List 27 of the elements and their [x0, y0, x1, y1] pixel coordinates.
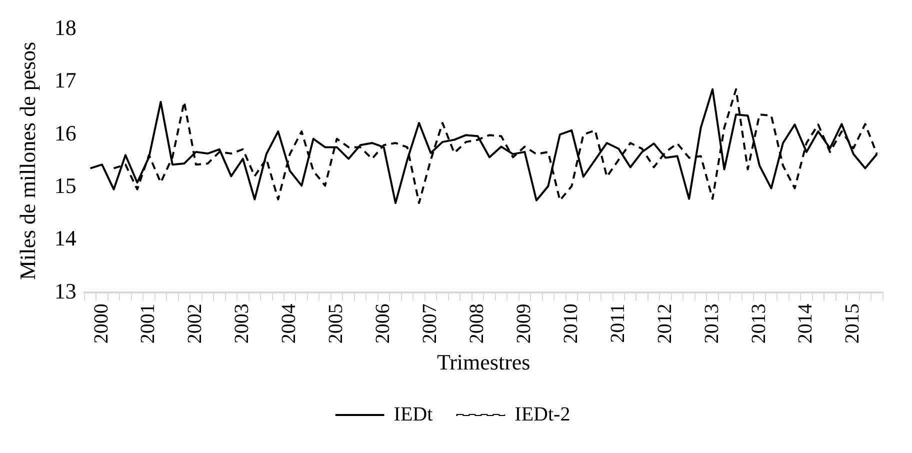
x-tick-label: 2002	[184, 304, 206, 344]
x-tick-label: 2008	[466, 304, 488, 344]
x-tick-label: 2010	[560, 304, 582, 344]
x-tick-label: 2009	[512, 304, 535, 344]
x-tick-label: 2005	[325, 304, 348, 344]
x-tick-label: 2015	[842, 304, 864, 344]
x-tick-label: 2013	[748, 304, 770, 344]
x-tick-label: 2003	[231, 304, 254, 344]
x-tick-label: 2013	[700, 304, 723, 344]
x-tick-label: 2000	[90, 304, 112, 344]
y-tick-label: 18	[54, 14, 76, 40]
x-tick-label: 2001	[137, 304, 160, 344]
y-tick-label: 13	[54, 278, 76, 304]
x-tick-label: 2007	[419, 304, 442, 344]
x-axis-title: Trimestres	[436, 350, 530, 375]
x-tick-label: 2006	[372, 304, 394, 344]
y-tick-label: 15	[54, 173, 76, 198]
y-tick-label: 14	[54, 226, 76, 251]
y-axis-title: Miles de millones de pesos	[14, 42, 40, 280]
x-tick-label: 2014	[794, 304, 817, 344]
y-tick-label: 16	[54, 120, 76, 146]
x-tick-label: 2004	[278, 304, 300, 344]
x-tick-label: 2011	[606, 304, 629, 343]
legend-label: IEDt	[394, 403, 434, 426]
y-tick-label: 17	[54, 68, 76, 93]
legend-label: IEDt-2	[514, 403, 570, 426]
x-tick-label: 2012	[654, 304, 676, 344]
